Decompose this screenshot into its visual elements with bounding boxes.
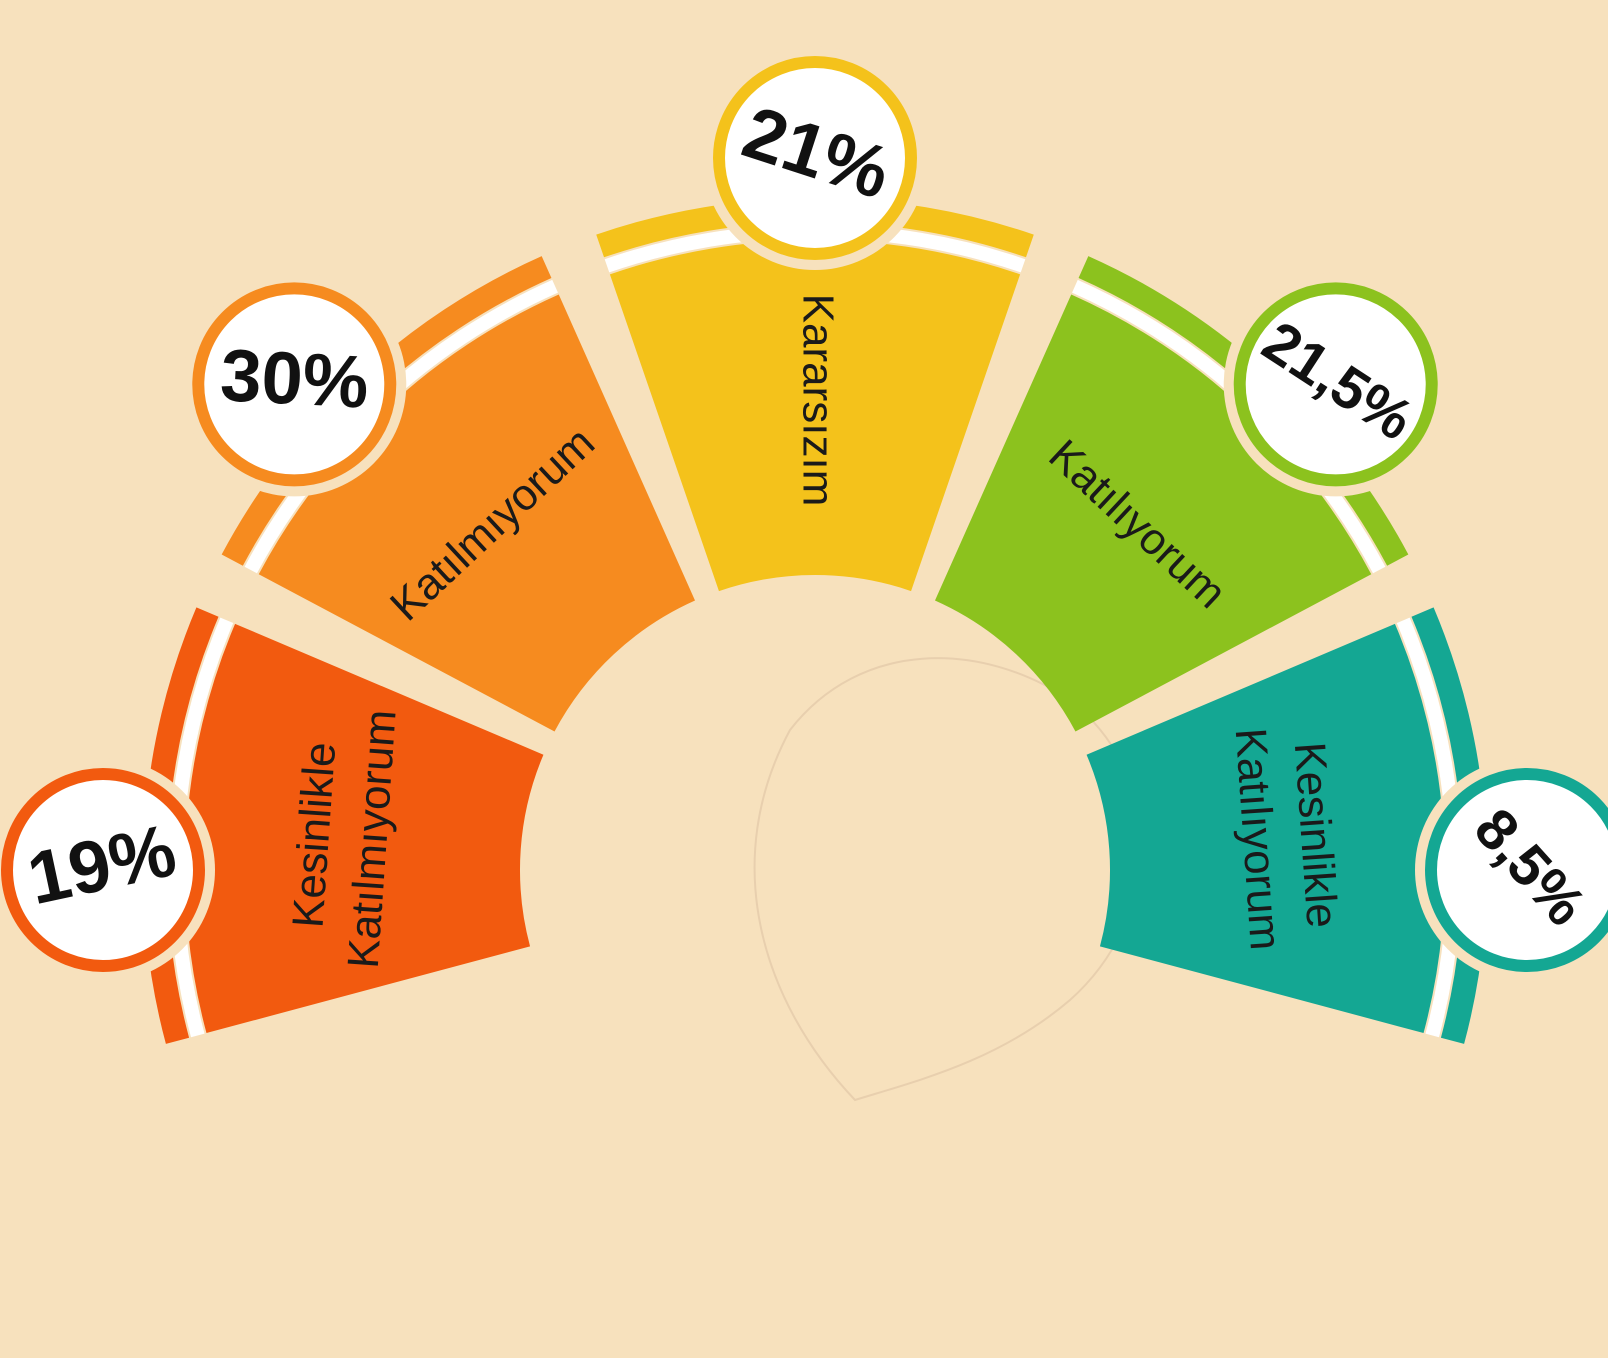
segment-label: Kararsızım [793, 294, 842, 507]
badge [1233, 282, 1438, 487]
segment-rim [221, 256, 552, 566]
segment-body [609, 240, 1021, 592]
badge [192, 282, 397, 487]
badge [1425, 768, 1608, 972]
badge [1, 768, 205, 972]
badge [713, 56, 917, 260]
segment-rim [1078, 256, 1409, 566]
badge-percent: 30% [218, 333, 370, 424]
segment-body [1086, 623, 1445, 1034]
label-line: Kararsızım [793, 294, 842, 507]
segment-body [185, 623, 544, 1034]
segment-body [934, 294, 1372, 732]
segment-body [258, 294, 696, 732]
segment-rim [596, 197, 1034, 258]
segment-stripe [604, 224, 1026, 273]
